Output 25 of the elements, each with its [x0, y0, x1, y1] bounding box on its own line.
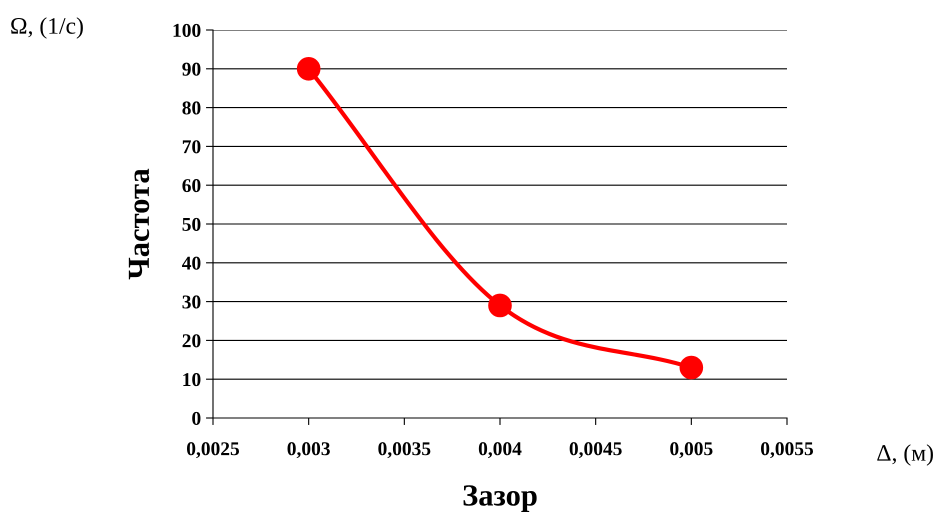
x-tick-label: 0,0025 [187, 442, 240, 458]
y-tick-label: 50 [182, 218, 200, 231]
y-axis-title: Частота [128, 168, 150, 280]
x-tick-label: 0,004 [478, 442, 522, 458]
point [488, 294, 512, 318]
y-tick-label: 90 [182, 62, 200, 76]
y-tick-label: 70 [182, 140, 200, 154]
y-tick-label: 30 [182, 295, 200, 309]
y-tick-label: 100 [174, 24, 200, 37]
y-tick-label: 80 [182, 101, 200, 115]
text: Δ, (м) [877, 444, 933, 466]
y-tick-label: 0 [192, 412, 200, 425]
text: Ω, (1/с) [11, 17, 83, 39]
x-tick-label: 0,003 [288, 442, 330, 458]
point [296, 56, 320, 81]
point [680, 356, 704, 380]
x-tick-label: 0,005 [670, 442, 712, 458]
y-tick-label: 20 [182, 334, 200, 348]
y-tick-label: 10 [183, 373, 200, 386]
x-axis-title: Зазор [464, 485, 537, 512]
x-tick-label: 0,0045 [570, 442, 622, 458]
y-tick-label: 40 [182, 256, 200, 270]
x-tick-label: 0,0035 [378, 442, 430, 458]
y-tick-label: 60 [182, 179, 200, 192]
x-tick-label: 0,0055 [761, 442, 814, 458]
